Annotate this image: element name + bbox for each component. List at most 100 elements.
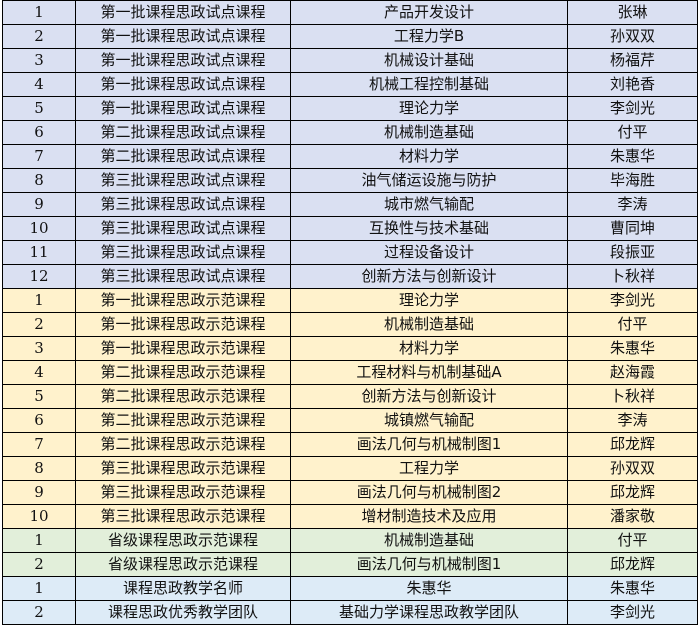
index-cell[interactable]: 8: [2, 168, 76, 193]
category-cell[interactable]: 第三批课程思政试点课程: [75, 168, 291, 193]
course-cell[interactable]: 城镇燃气输配: [290, 408, 568, 433]
course-cell[interactable]: 机械工程控制基础: [290, 72, 568, 97]
index-cell[interactable]: 1: [2, 288, 76, 313]
teacher-cell[interactable]: 毕海胜: [567, 168, 698, 193]
teacher-cell[interactable]: 潘家敬: [567, 504, 698, 529]
category-cell[interactable]: 第三批课程思政示范课程: [75, 480, 291, 505]
category-cell[interactable]: 第二批课程思政示范课程: [75, 408, 291, 433]
teacher-cell[interactable]: 邱龙辉: [567, 552, 698, 577]
course-cell[interactable]: 理论力学: [290, 288, 568, 313]
course-cell[interactable]: 工程力学B: [290, 24, 568, 49]
course-cell[interactable]: 工程材料与机制基础A: [290, 360, 568, 385]
category-cell[interactable]: 第三批课程思政试点课程: [75, 240, 291, 265]
category-cell[interactable]: 第一批课程思政试点课程: [75, 72, 291, 97]
index-cell[interactable]: 11: [2, 240, 76, 265]
course-cell[interactable]: 过程设备设计: [290, 240, 568, 265]
teacher-cell[interactable]: 卜秋祥: [567, 384, 698, 409]
category-cell[interactable]: 第三批课程思政试点课程: [75, 216, 291, 241]
index-cell[interactable]: 6: [2, 120, 76, 145]
course-cell[interactable]: 增材制造技术及应用: [290, 504, 568, 529]
category-cell[interactable]: 第一批课程思政示范课程: [75, 312, 291, 337]
index-cell[interactable]: 3: [2, 48, 76, 73]
course-cell[interactable]: 机械制造基础: [290, 120, 568, 145]
course-cell[interactable]: 油气储运设施与防护: [290, 168, 568, 193]
course-cell[interactable]: 产品开发设计: [290, 0, 568, 25]
category-cell[interactable]: 第二批课程思政试点课程: [75, 144, 291, 169]
course-cell[interactable]: 基础力学课程思政教学团队: [290, 600, 568, 625]
category-cell[interactable]: 第一批课程思政示范课程: [75, 336, 291, 361]
teacher-cell[interactable]: 朱惠华: [567, 336, 698, 361]
course-cell[interactable]: 材料力学: [290, 144, 568, 169]
teacher-cell[interactable]: 张琳: [567, 0, 698, 25]
index-cell[interactable]: 4: [2, 360, 76, 385]
category-cell[interactable]: 省级课程思政示范课程: [75, 528, 291, 553]
teacher-cell[interactable]: 付平: [567, 312, 698, 337]
course-cell[interactable]: 理论力学: [290, 96, 568, 121]
category-cell[interactable]: 第三批课程思政示范课程: [75, 456, 291, 481]
index-cell[interactable]: 5: [2, 384, 76, 409]
index-cell[interactable]: 6: [2, 408, 76, 433]
category-cell[interactable]: 第三批课程思政试点课程: [75, 192, 291, 217]
course-cell[interactable]: 朱惠华: [290, 576, 568, 601]
teacher-cell[interactable]: 孙双双: [567, 456, 698, 481]
index-cell[interactable]: 2: [2, 24, 76, 49]
category-cell[interactable]: 第一批课程思政示范课程: [75, 288, 291, 313]
index-cell[interactable]: 2: [2, 312, 76, 337]
course-cell[interactable]: 城市燃气输配: [290, 192, 568, 217]
course-cell[interactable]: 画法几何与机械制图2: [290, 480, 568, 505]
teacher-cell[interactable]: 赵海霞: [567, 360, 698, 385]
teacher-cell[interactable]: 朱惠华: [567, 576, 698, 601]
index-cell[interactable]: 5: [2, 96, 76, 121]
teacher-cell[interactable]: 付平: [567, 528, 698, 553]
teacher-cell[interactable]: 付平: [567, 120, 698, 145]
category-cell[interactable]: 第二批课程思政试点课程: [75, 120, 291, 145]
index-cell[interactable]: 2: [2, 600, 76, 625]
teacher-cell[interactable]: 李涛: [567, 408, 698, 433]
category-cell[interactable]: 课程思政优秀教学团队: [75, 600, 291, 625]
teacher-cell[interactable]: 李剑光: [567, 96, 698, 121]
course-cell[interactable]: 互换性与技术基础: [290, 216, 568, 241]
index-cell[interactable]: 10: [2, 504, 76, 529]
teacher-cell[interactable]: 李剑光: [567, 600, 698, 625]
index-cell[interactable]: 9: [2, 480, 76, 505]
teacher-cell[interactable]: 段振亚: [567, 240, 698, 265]
teacher-cell[interactable]: 刘艳香: [567, 72, 698, 97]
course-cell[interactable]: 机械设计基础: [290, 48, 568, 73]
course-cell[interactable]: 机械制造基础: [290, 312, 568, 337]
course-cell[interactable]: 材料力学: [290, 336, 568, 361]
teacher-cell[interactable]: 邱龙辉: [567, 432, 698, 457]
category-cell[interactable]: 第二批课程思政示范课程: [75, 432, 291, 457]
index-cell[interactable]: 3: [2, 336, 76, 361]
teacher-cell[interactable]: 李涛: [567, 192, 698, 217]
course-cell[interactable]: 画法几何与机械制图1: [290, 552, 568, 577]
category-cell[interactable]: 第三批课程思政试点课程: [75, 264, 291, 289]
course-cell[interactable]: 机械制造基础: [290, 528, 568, 553]
teacher-cell[interactable]: 邱龙辉: [567, 480, 698, 505]
teacher-cell[interactable]: 卜秋祥: [567, 264, 698, 289]
category-cell[interactable]: 第一批课程思政试点课程: [75, 96, 291, 121]
course-cell[interactable]: 创新方法与创新设计: [290, 264, 568, 289]
course-cell[interactable]: 工程力学: [290, 456, 568, 481]
index-cell[interactable]: 1: [2, 0, 76, 25]
teacher-cell[interactable]: 杨福芹: [567, 48, 698, 73]
index-cell[interactable]: 7: [2, 432, 76, 457]
category-cell[interactable]: 课程思政教学名师: [75, 576, 291, 601]
index-cell[interactable]: 9: [2, 192, 76, 217]
index-cell[interactable]: 2: [2, 552, 76, 577]
category-cell[interactable]: 第三批课程思政示范课程: [75, 504, 291, 529]
category-cell[interactable]: 第一批课程思政试点课程: [75, 48, 291, 73]
course-cell[interactable]: 创新方法与创新设计: [290, 384, 568, 409]
index-cell[interactable]: 1: [2, 528, 76, 553]
index-cell[interactable]: 1: [2, 576, 76, 601]
teacher-cell[interactable]: 孙双双: [567, 24, 698, 49]
course-cell[interactable]: 画法几何与机械制图1: [290, 432, 568, 457]
index-cell[interactable]: 10: [2, 216, 76, 241]
category-cell[interactable]: 第二批课程思政示范课程: [75, 384, 291, 409]
teacher-cell[interactable]: 曹同坤: [567, 216, 698, 241]
category-cell[interactable]: 省级课程思政示范课程: [75, 552, 291, 577]
index-cell[interactable]: 12: [2, 264, 76, 289]
category-cell[interactable]: 第二批课程思政示范课程: [75, 360, 291, 385]
category-cell[interactable]: 第一批课程思政试点课程: [75, 0, 291, 25]
index-cell[interactable]: 8: [2, 456, 76, 481]
teacher-cell[interactable]: 朱惠华: [567, 144, 698, 169]
